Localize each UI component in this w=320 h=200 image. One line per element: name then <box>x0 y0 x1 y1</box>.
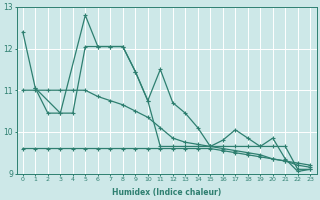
X-axis label: Humidex (Indice chaleur): Humidex (Indice chaleur) <box>112 188 221 197</box>
